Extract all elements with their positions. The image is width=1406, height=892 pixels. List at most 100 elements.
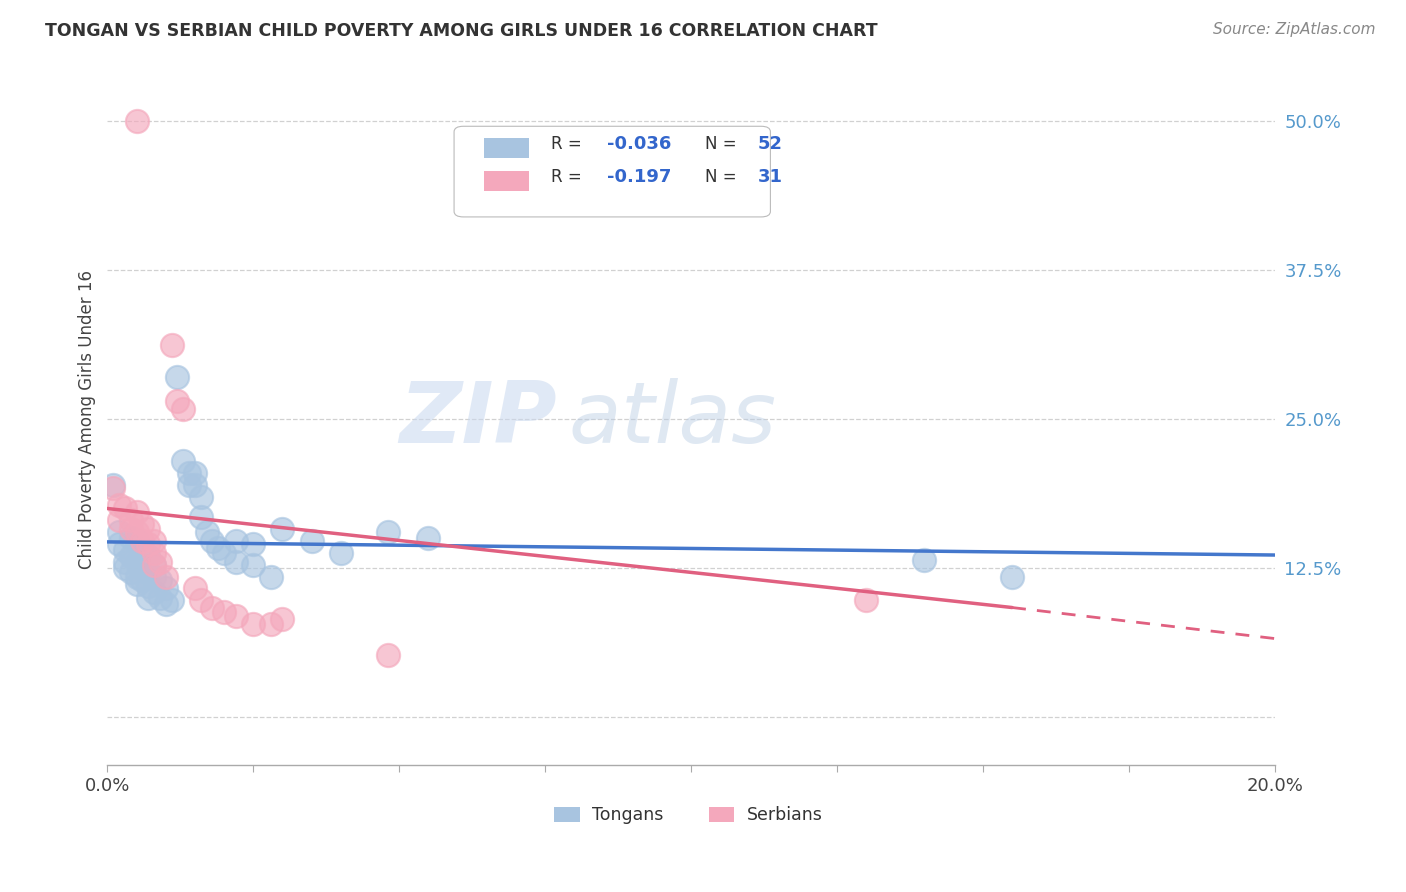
- Text: TONGAN VS SERBIAN CHILD POVERTY AMONG GIRLS UNDER 16 CORRELATION CHART: TONGAN VS SERBIAN CHILD POVERTY AMONG GI…: [45, 22, 877, 40]
- Point: [260, 617, 283, 632]
- Point: [184, 582, 207, 596]
- Point: [155, 582, 177, 596]
- Point: [131, 546, 153, 560]
- Y-axis label: Child Poverty Among Girls Under 16: Child Poverty Among Girls Under 16: [79, 269, 96, 568]
- Point: [131, 573, 153, 587]
- Point: [914, 553, 936, 567]
- Point: [136, 537, 159, 551]
- Point: [114, 561, 136, 575]
- Text: 52: 52: [758, 136, 783, 153]
- Text: 31: 31: [758, 168, 783, 186]
- Point: [136, 591, 159, 605]
- Point: [184, 466, 207, 480]
- Bar: [554, 807, 581, 822]
- Point: [260, 569, 283, 583]
- Point: [172, 454, 194, 468]
- Point: [418, 532, 440, 546]
- Point: [114, 555, 136, 569]
- Point: [225, 608, 247, 623]
- Point: [207, 541, 229, 555]
- Text: -0.036: -0.036: [607, 136, 672, 153]
- Point: [114, 543, 136, 558]
- Point: [184, 477, 207, 491]
- Point: [377, 525, 399, 540]
- Bar: [485, 138, 529, 158]
- Point: [125, 576, 148, 591]
- Point: [120, 513, 142, 527]
- Text: R =: R =: [551, 136, 586, 153]
- Point: [131, 533, 153, 548]
- Point: [136, 522, 159, 536]
- Point: [177, 477, 200, 491]
- Point: [143, 546, 166, 560]
- FancyBboxPatch shape: [454, 127, 770, 217]
- Point: [143, 558, 166, 572]
- Point: [160, 593, 183, 607]
- Point: [195, 525, 218, 540]
- Point: [242, 617, 264, 632]
- Point: [190, 593, 212, 607]
- Point: [377, 648, 399, 663]
- Point: [114, 501, 136, 516]
- Point: [1001, 569, 1024, 583]
- Text: -0.197: -0.197: [607, 168, 672, 186]
- Point: [136, 565, 159, 579]
- Point: [242, 558, 264, 572]
- Point: [143, 558, 166, 572]
- Text: R =: R =: [551, 168, 592, 186]
- Text: Serbians: Serbians: [747, 805, 823, 824]
- Point: [136, 579, 159, 593]
- Point: [136, 549, 159, 564]
- Point: [120, 565, 142, 579]
- Point: [125, 569, 148, 583]
- Bar: [709, 807, 734, 822]
- Point: [855, 593, 877, 607]
- Point: [201, 533, 224, 548]
- Point: [212, 605, 235, 619]
- Point: [172, 402, 194, 417]
- Text: N =: N =: [704, 168, 742, 186]
- Text: ZIP: ZIP: [399, 377, 557, 460]
- Point: [143, 569, 166, 583]
- Text: Source: ZipAtlas.com: Source: ZipAtlas.com: [1212, 22, 1375, 37]
- Point: [131, 561, 153, 575]
- Text: atlas: atlas: [568, 377, 776, 460]
- Bar: [485, 171, 529, 191]
- Point: [143, 585, 166, 599]
- Point: [271, 612, 294, 626]
- Point: [155, 569, 177, 583]
- Point: [120, 522, 142, 536]
- Point: [190, 490, 212, 504]
- Point: [201, 600, 224, 615]
- Point: [177, 466, 200, 480]
- Point: [125, 533, 148, 548]
- Point: [329, 546, 352, 560]
- Point: [143, 533, 166, 548]
- Point: [155, 597, 177, 611]
- Point: [125, 505, 148, 519]
- Point: [108, 537, 131, 551]
- Point: [271, 522, 294, 536]
- Point: [120, 549, 142, 564]
- Point: [103, 477, 125, 491]
- Point: [108, 525, 131, 540]
- Text: N =: N =: [704, 136, 742, 153]
- Point: [149, 573, 172, 587]
- Point: [225, 533, 247, 548]
- Point: [103, 481, 125, 495]
- Point: [242, 537, 264, 551]
- Point: [301, 533, 323, 548]
- Point: [120, 532, 142, 546]
- Point: [160, 338, 183, 352]
- Point: [166, 370, 188, 384]
- Point: [212, 546, 235, 560]
- Text: Tongans: Tongans: [592, 805, 664, 824]
- Point: [149, 555, 172, 569]
- Point: [125, 113, 148, 128]
- Point: [225, 555, 247, 569]
- Point: [131, 516, 153, 531]
- Point: [149, 591, 172, 605]
- Point: [166, 394, 188, 409]
- Point: [125, 555, 148, 569]
- Point: [108, 513, 131, 527]
